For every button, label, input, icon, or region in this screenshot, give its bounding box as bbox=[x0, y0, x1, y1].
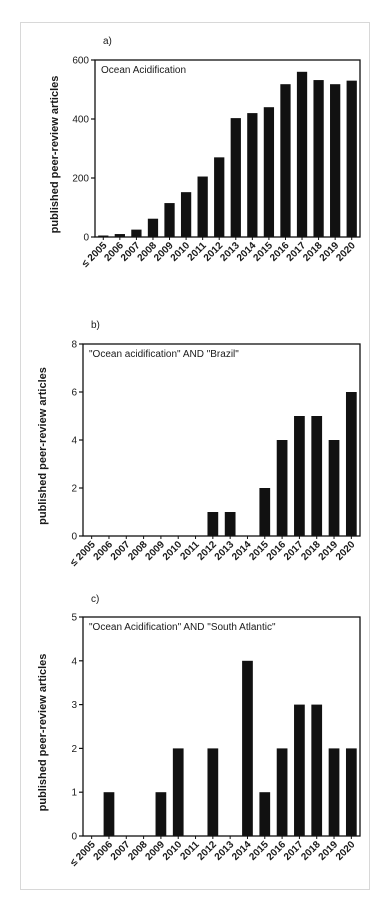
plot-frame bbox=[94, 59, 361, 238]
y-tick-label: 0 bbox=[83, 233, 89, 244]
y-tick-label: 200 bbox=[72, 174, 89, 185]
y-tick-label: 8 bbox=[71, 340, 77, 351]
bar bbox=[296, 71, 308, 237]
bar bbox=[276, 748, 288, 836]
y-tick-label: 600 bbox=[72, 56, 89, 67]
y-tick-label: 0 bbox=[71, 832, 77, 843]
bar bbox=[131, 229, 142, 237]
bar bbox=[311, 704, 323, 836]
y-tick-label: 1 bbox=[71, 788, 77, 799]
chart-panel-1: a) Ocean Acidification 0 200 400 600 published… bbox=[49, 36, 361, 270]
bar bbox=[280, 84, 291, 237]
chart-title: "Ocean Acidification" AND "South Atlanti… bbox=[89, 622, 276, 633]
y-tick-label: 0 bbox=[71, 532, 77, 543]
bar bbox=[230, 118, 241, 237]
y-tick-label: 4 bbox=[71, 436, 77, 447]
y-axis-title: published peer-review articles bbox=[49, 76, 61, 234]
bar bbox=[155, 792, 167, 836]
bar bbox=[259, 792, 271, 836]
panel-letter: b) bbox=[91, 320, 100, 331]
x-tick-label: 2020 bbox=[334, 240, 358, 264]
y-axis-title: published peer-review articles bbox=[37, 367, 49, 525]
bar bbox=[164, 203, 175, 237]
bar bbox=[276, 440, 288, 536]
bar bbox=[247, 113, 258, 237]
y-tick-label: 6 bbox=[71, 388, 77, 399]
bar bbox=[172, 748, 184, 836]
y-tick-label: 2 bbox=[71, 744, 77, 755]
bar bbox=[311, 416, 323, 536]
bar bbox=[263, 107, 275, 237]
bar bbox=[207, 748, 219, 836]
x-tick-label: 2020 bbox=[334, 539, 358, 563]
chart-title: Ocean Acidification bbox=[101, 65, 186, 76]
bar bbox=[294, 416, 305, 536]
bar bbox=[328, 748, 340, 836]
bar bbox=[147, 218, 159, 237]
bar bbox=[103, 792, 115, 836]
panel-letter: c) bbox=[91, 594, 99, 605]
y-axis-title: published peer-review articles bbox=[37, 654, 49, 812]
chart-panel-2: b) "Ocean acidification" AND "Brazil" 0 2 4 6… bbox=[37, 320, 361, 569]
chart-panel-3: c) "Ocean Acidification" AND "South Atlan… bbox=[37, 594, 361, 869]
x-tick-label: 2020 bbox=[334, 839, 358, 863]
bar bbox=[242, 660, 253, 836]
bar bbox=[346, 80, 357, 238]
y-tick-label: 3 bbox=[71, 700, 77, 711]
plot-frame bbox=[82, 616, 361, 837]
bar bbox=[330, 84, 341, 237]
bar bbox=[345, 748, 357, 836]
y-tick-label: 5 bbox=[71, 613, 77, 624]
bar bbox=[214, 157, 225, 237]
bar bbox=[207, 512, 219, 536]
bar bbox=[114, 234, 125, 237]
y-tick-label: 2 bbox=[71, 484, 77, 495]
y-tick-label: 4 bbox=[71, 656, 77, 667]
y-tick-label: 400 bbox=[72, 115, 89, 126]
bar bbox=[197, 176, 208, 237]
bar bbox=[328, 440, 340, 536]
bar bbox=[224, 512, 236, 536]
bar bbox=[294, 704, 305, 836]
chart-title: "Ocean acidification" AND "Brazil" bbox=[89, 349, 239, 360]
bar bbox=[180, 192, 192, 237]
bar bbox=[98, 235, 109, 237]
bar bbox=[259, 488, 271, 536]
figure-frame bbox=[20, 22, 370, 890]
bar bbox=[345, 392, 357, 536]
panel-letter: a) bbox=[103, 36, 112, 47]
bar bbox=[313, 80, 324, 237]
